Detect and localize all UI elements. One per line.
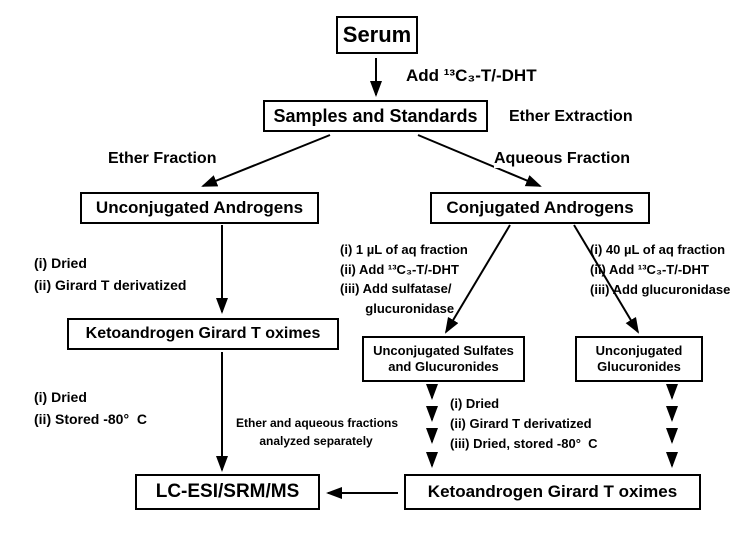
label-ether-fraction: Ether Fraction xyxy=(108,150,216,168)
label-dried-stored: (i) Dried (ii) Stored -80° C xyxy=(34,386,147,431)
label-dried-girard: (i) Dried (ii) Girard T derivatized xyxy=(34,252,186,297)
node-lc-esi-srm-ms: LC-ESI/SRM/MS xyxy=(135,474,320,510)
node-unconjugated-androgens: Unconjugated Androgens xyxy=(80,192,319,224)
label-dried-girard-stored: (i) Dried (ii) Girard T derivatized (iii… xyxy=(450,394,598,454)
node-conjugated-androgens: Conjugated Androgens xyxy=(430,192,650,224)
node-serum: Serum xyxy=(336,16,418,54)
label-gluc-steps: (i) 40 µL of aq fraction (ii) Add ¹³C₃-T… xyxy=(590,240,730,300)
node-unconj-sulfates-glucuronides: Unconjugated Sulfates and Glucuronides xyxy=(362,336,525,382)
node-unconj-glucuronides: Unconjugated Glucuronides xyxy=(575,336,703,382)
node-keto-oximes-left: Ketoandrogen Girard T oximes xyxy=(67,318,339,350)
node-keto-oximes-right: Ketoandrogen Girard T oximes xyxy=(404,474,701,510)
label-ether-extraction: Ether Extraction xyxy=(509,108,633,126)
label-analyzed-separately: Ether and aqueous fractions analyzed sep… xyxy=(236,414,398,450)
label-sulf-steps: (i) 1 µL of aq fraction (ii) Add ¹³C₃-T/… xyxy=(340,240,468,318)
label-aqueous-fraction: Aqueous Fraction xyxy=(494,150,630,168)
label-add-istd: Add ¹³C₃-T/-DHT xyxy=(406,66,537,86)
flowchart-canvas: Serum Samples and Standards Unconjugated… xyxy=(0,0,750,535)
node-samples-standards: Samples and Standards xyxy=(263,100,488,132)
